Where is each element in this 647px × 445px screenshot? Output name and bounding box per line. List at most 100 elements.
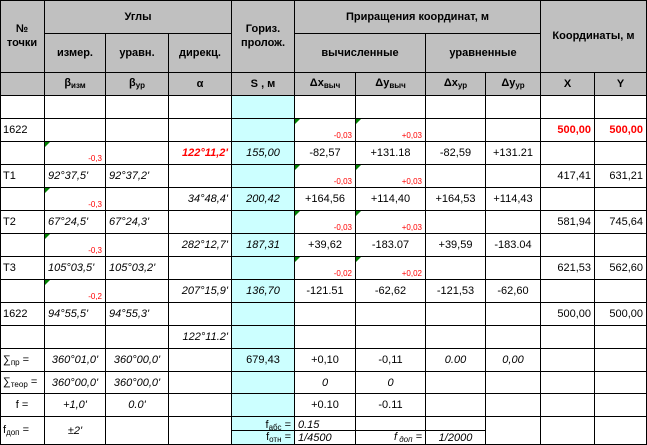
header-beta-adj[interactable]: βур [106, 73, 169, 96]
dx-adjusted[interactable]: +164,53 [426, 188, 486, 211]
empty-cell[interactable] [595, 372, 647, 394]
sum-teor-dy[interactable]: 0 [356, 372, 426, 394]
sum-pr-dy[interactable]: -0,11 [356, 349, 426, 372]
dy-correction[interactable]: +0,03 [356, 211, 426, 234]
empty-cell[interactable] [169, 119, 232, 142]
empty-cell[interactable] [426, 394, 486, 417]
empty-cell[interactable] [486, 119, 541, 142]
dx-computed[interactable]: +39,62 [295, 234, 356, 257]
empty-cell[interactable] [106, 280, 169, 303]
header-adjusted-incr[interactable]: уравненные [426, 34, 541, 73]
fabs-label[interactable]: fабс = [232, 417, 295, 431]
empty-cell[interactable] [169, 96, 232, 119]
empty-cell[interactable] [232, 119, 295, 142]
empty-cell[interactable] [106, 188, 169, 211]
header-coords[interactable]: Координаты, м [541, 0, 647, 73]
direction-angle[interactable]: 34°48,4' [169, 188, 232, 211]
dy-adjusted[interactable]: +131.21 [486, 142, 541, 165]
empty-cell[interactable] [295, 96, 356, 119]
dx-computed[interactable]: -121.51 [295, 280, 356, 303]
sum-pr-dx[interactable]: +0,10 [295, 349, 356, 372]
coord-x[interactable]: 581,94 [541, 211, 595, 234]
empty-cell[interactable] [0, 142, 45, 165]
empty-cell[interactable] [486, 417, 541, 445]
header-dx-ur[interactable]: Δxур [426, 73, 486, 96]
empty-cell[interactable] [106, 326, 169, 349]
fdop2-value[interactable]: 1/2000 [426, 431, 486, 445]
misclosure-label[interactable]: f = [0, 394, 45, 417]
dy-correction[interactable] [356, 303, 426, 326]
empty-cell[interactable] [541, 142, 595, 165]
dx-correction[interactable]: -0,03 [295, 165, 356, 188]
dy-computed[interactable]: -183.07 [356, 234, 426, 257]
empty-cell[interactable] [106, 142, 169, 165]
header-y[interactable]: Y [595, 73, 647, 96]
empty-cell[interactable] [595, 326, 647, 349]
empty-cell[interactable] [541, 372, 595, 394]
empty-cell[interactable] [0, 188, 45, 211]
angle-adjusted[interactable]: 94°55,3' [106, 303, 169, 326]
dx-correction[interactable]: -0,03 [295, 119, 356, 142]
header-direction[interactable]: дирекц. [169, 34, 232, 73]
header-dy-calc[interactable]: Δyвыч [356, 73, 426, 96]
empty-cell[interactable] [541, 188, 595, 211]
empty-cell[interactable] [541, 417, 595, 445]
angle-measured[interactable]: 105°03,5' [45, 257, 106, 280]
fotn-value[interactable]: 1/4500 [295, 431, 356, 445]
sum-pr-adjusted[interactable]: 360°00,0' [106, 349, 169, 372]
angle-correction[interactable]: -0,2 [45, 280, 106, 303]
fabs-value[interactable]: 0.15 [295, 417, 356, 431]
header-dx-calc[interactable]: Δxвыч [295, 73, 356, 96]
header-dy-ur[interactable]: Δyур [486, 73, 541, 96]
direction-angle[interactable]: 122°11,2' [169, 142, 232, 165]
angle-correction[interactable]: -0,3 [45, 234, 106, 257]
empty-cell[interactable] [426, 119, 486, 142]
empty-cell[interactable] [169, 372, 232, 394]
angle-adjusted[interactable] [106, 119, 169, 142]
fdop-value[interactable]: ±2' [45, 417, 106, 445]
horiz-distance[interactable]: 155,00 [232, 142, 295, 165]
empty-cell[interactable] [0, 234, 45, 257]
sum-practical-label[interactable]: ∑пр = [0, 349, 45, 372]
empty-cell[interactable] [232, 211, 295, 234]
coord-y[interactable]: 562,60 [595, 257, 647, 280]
fdop2-label[interactable]: f доп = [356, 431, 426, 445]
empty-cell[interactable] [426, 257, 486, 280]
sum-teor-adjusted[interactable]: 360°00,0' [106, 372, 169, 394]
horiz-distance[interactable] [232, 326, 295, 349]
dy-correction[interactable]: +0,03 [356, 165, 426, 188]
empty-cell[interactable] [595, 96, 647, 119]
header-x[interactable]: X [541, 73, 595, 96]
empty-cell[interactable] [232, 96, 295, 119]
empty-cell[interactable] [106, 96, 169, 119]
angle-adjusted[interactable]: 67°24,3' [106, 211, 169, 234]
empty-cell[interactable] [232, 303, 295, 326]
header-measured[interactable]: измер. [45, 34, 106, 73]
angle-adjusted[interactable]: 92°37,2' [106, 165, 169, 188]
coord-y[interactable]: 500,00 [595, 119, 647, 142]
empty-cell[interactable] [426, 96, 486, 119]
empty-cell[interactable] [541, 280, 595, 303]
direction-angle[interactable]: 282°12,7' [169, 234, 232, 257]
empty-cell[interactable] [106, 234, 169, 257]
empty-cell[interactable] [106, 417, 169, 445]
dx-correction[interactable]: -0,03 [295, 211, 356, 234]
dx-adjusted[interactable]: +39,59 [426, 234, 486, 257]
point-name[interactable]: T2 [0, 211, 45, 234]
point-name[interactable]: T1 [0, 165, 45, 188]
sum-pr-dy-ur[interactable]: 0,00 [486, 349, 541, 372]
empty-cell[interactable] [541, 349, 595, 372]
empty-cell[interactable] [169, 349, 232, 372]
dx-adjusted[interactable] [426, 326, 486, 349]
coord-x[interactable]: 417,41 [541, 165, 595, 188]
dy-computed[interactable] [356, 326, 426, 349]
dy-correction[interactable]: +0,03 [356, 119, 426, 142]
empty-cell[interactable] [595, 142, 647, 165]
coord-x[interactable]: 500,00 [541, 303, 595, 326]
dx-adjusted[interactable]: -82,59 [426, 142, 486, 165]
empty-cell[interactable] [541, 96, 595, 119]
header-computed[interactable]: вычисленные [295, 34, 426, 73]
dx-computed[interactable]: -82,57 [295, 142, 356, 165]
angle-correction[interactable]: -0,3 [45, 188, 106, 211]
empty-cell[interactable] [486, 303, 541, 326]
